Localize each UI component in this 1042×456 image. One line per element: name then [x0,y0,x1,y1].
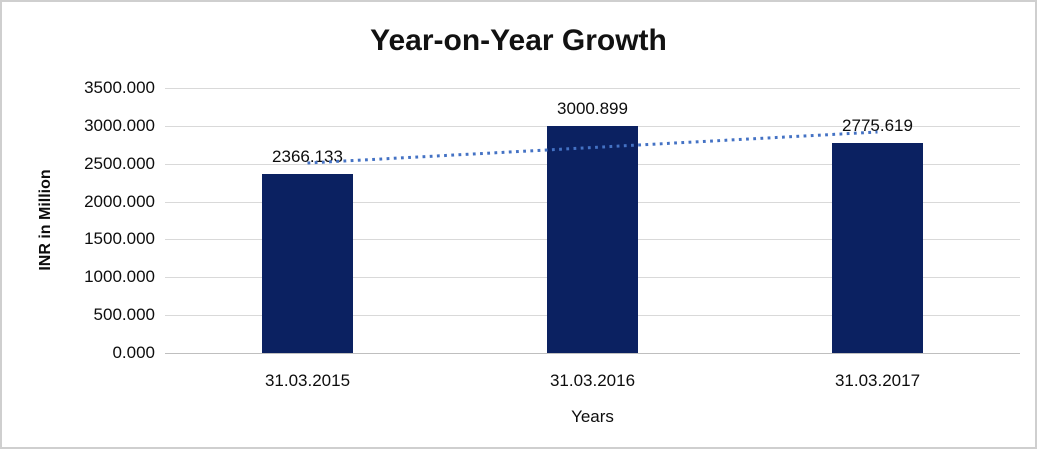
y-axis-tick-label: 2500.000 [84,153,155,173]
x-axis-tick-label: 31.03.2016 [549,371,636,390]
y-axis-tick-label: 1500.000 [84,229,155,249]
x-axis-tick-label: 31.03.2017 [834,371,921,390]
y-axis-tick-label: 3000.000 [84,115,155,135]
gridline [165,88,1020,89]
y-axis-tick-label: 3500.000 [84,78,155,97]
bar-value-label: 3000.899 [557,98,628,118]
y-axis-tick-label: 0.000 [112,343,155,362]
bar [832,142,923,353]
bar-value-label: 2775.619 [842,115,913,135]
y-axis-tick-label: 2000.000 [84,191,155,211]
y-axis-title: INR in Million [37,169,54,271]
x-axis-title: Years [571,407,614,426]
chart-title: Year-on-Year Growth [370,24,667,57]
y-axis-tick-label: 500.000 [93,305,155,325]
x-axis-tick-label: 31.03.2015 [264,371,351,390]
bar [262,173,353,353]
trendline-svg [307,130,878,165]
y-axis-tick-label: 1000.000 [84,267,155,287]
bar-value-label: 2366.133 [272,146,343,166]
x-axis-line [165,353,1020,354]
bar [547,125,638,353]
trendline [307,130,878,165]
